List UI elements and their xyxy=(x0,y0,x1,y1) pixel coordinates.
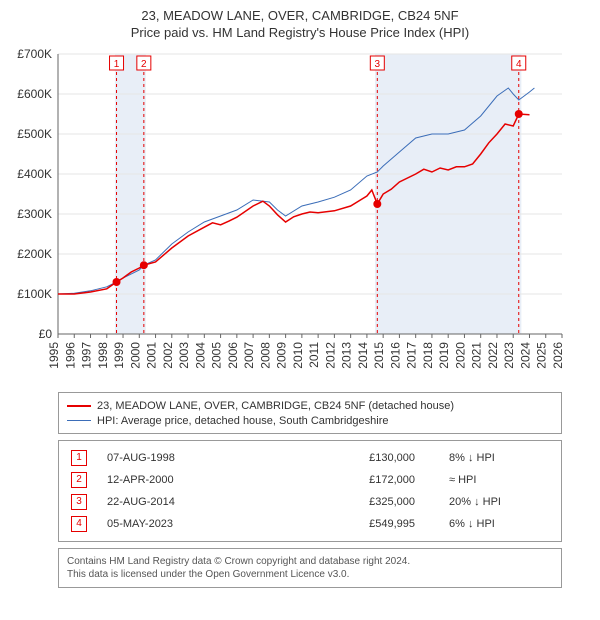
event-row: 3 22-AUG-2014£325,00020% ↓ HPI xyxy=(67,491,553,513)
x-tick-label: 2003 xyxy=(177,342,191,369)
y-tick-label: £500K xyxy=(17,127,52,141)
x-tick-label: 2025 xyxy=(535,342,549,369)
x-tick-label: 2010 xyxy=(291,342,305,369)
event-diff: 20% ↓ HPI xyxy=(419,491,553,513)
x-tick-label: 2006 xyxy=(226,342,240,369)
series-marker xyxy=(373,200,381,208)
event-marker-icon: 1 xyxy=(71,450,87,466)
x-tick-label: 1997 xyxy=(80,342,94,369)
x-tick-label: 2005 xyxy=(210,342,224,369)
x-tick-label: 2022 xyxy=(486,342,500,369)
y-tick-label: £700K xyxy=(17,47,52,61)
x-tick-label: 2002 xyxy=(161,342,175,369)
footer-line1: Contains HM Land Registry data © Crown c… xyxy=(67,555,553,568)
events-table: 1 07-AUG-1998£130,0008% ↓ HPI 2 12-APR-2000… xyxy=(67,447,553,535)
x-tick-label: 2000 xyxy=(128,342,142,369)
x-tick-label: 2014 xyxy=(356,342,370,369)
legend-row-hpi: HPI: Average price, detached house, Sout… xyxy=(67,413,553,428)
legend-swatch-blue xyxy=(67,420,91,421)
legend-label: HPI: Average price, detached house, Sout… xyxy=(97,415,388,427)
x-tick-label: 2026 xyxy=(551,342,565,369)
x-tick-label: 2004 xyxy=(193,342,207,369)
line-chart: £0 £100K £200K £300K £400K £500K £600K £700K 199… xyxy=(10,46,590,386)
event-date: 12-APR-2000 xyxy=(103,469,321,491)
chart-title-block: 23, MEADOW LANE, OVER, CAMBRIDGE, CB24 5… xyxy=(10,8,590,40)
x-tick-label: 2012 xyxy=(323,342,337,369)
event-date: 07-AUG-1998 xyxy=(103,447,321,469)
x-tick-label: 2015 xyxy=(372,342,386,369)
event-price: £549,995 xyxy=(321,513,419,535)
event-marker-label: 3 xyxy=(375,59,381,70)
event-diff: 6% ↓ HPI xyxy=(419,513,553,535)
x-tick-label: 1998 xyxy=(96,342,110,369)
event-row: 2 12-APR-2000£172,000≈ HPI xyxy=(67,469,553,491)
event-marker-icon: 4 xyxy=(71,516,87,532)
legend-label: 23, MEADOW LANE, OVER, CAMBRIDGE, CB24 5… xyxy=(97,400,454,412)
event-price: £325,000 xyxy=(321,491,419,513)
x-tick-label: 2013 xyxy=(340,342,354,369)
page: 23, MEADOW LANE, OVER, CAMBRIDGE, CB24 5… xyxy=(0,0,600,598)
x-tick-label: 1999 xyxy=(112,342,126,369)
x-tick-label: 2016 xyxy=(388,342,402,369)
y-tick-label: £300K xyxy=(17,207,52,221)
event-marker-icon: 3 xyxy=(71,494,87,510)
events-table-box: 1 07-AUG-1998£130,0008% ↓ HPI 2 12-APR-2000… xyxy=(58,440,562,542)
x-tick-label: 1995 xyxy=(47,342,61,369)
series-marker xyxy=(515,110,523,118)
event-date: 22-AUG-2014 xyxy=(103,491,321,513)
x-tick-label: 2008 xyxy=(258,342,272,369)
y-tick-label: £100K xyxy=(17,287,52,301)
highlight-band xyxy=(375,54,521,334)
x-tick-label: 2019 xyxy=(437,342,451,369)
x-tick-label: 2024 xyxy=(518,342,532,369)
x-tick-label: 2021 xyxy=(470,342,484,369)
y-tick-label: £600K xyxy=(17,87,52,101)
event-row: 1 07-AUG-1998£130,0008% ↓ HPI xyxy=(67,447,553,469)
x-tick-label: 2023 xyxy=(502,342,516,369)
x-tick-label: 2009 xyxy=(275,342,289,369)
y-tick-label: £0 xyxy=(39,327,53,341)
x-tick-label: 2018 xyxy=(421,342,435,369)
highlight-band xyxy=(115,54,146,334)
event-row: 4 05-MAY-2023£549,9956% ↓ HPI xyxy=(67,513,553,535)
footer-attribution: Contains HM Land Registry data © Crown c… xyxy=(58,548,562,588)
event-price: £130,000 xyxy=(321,447,419,469)
event-marker-label: 2 xyxy=(141,59,147,70)
event-marker-label: 1 xyxy=(114,59,120,70)
legend-swatch-red xyxy=(67,405,91,407)
legend: 23, MEADOW LANE, OVER, CAMBRIDGE, CB24 5… xyxy=(58,392,562,434)
x-tick-label: 2001 xyxy=(145,342,159,369)
x-tick-label: 2007 xyxy=(242,342,256,369)
event-date: 05-MAY-2023 xyxy=(103,513,321,535)
legend-row-property: 23, MEADOW LANE, OVER, CAMBRIDGE, CB24 5… xyxy=(67,398,553,413)
series-marker xyxy=(113,278,121,286)
event-marker-icon: 2 xyxy=(71,472,87,488)
chart-svg: £0 £100K £200K £300K £400K £500K £600K £700K 199… xyxy=(10,46,570,386)
event-price: £172,000 xyxy=(321,469,419,491)
x-tick-label: 2020 xyxy=(453,342,467,369)
footer-line2: This data is licensed under the Open Gov… xyxy=(67,568,553,581)
event-marker-label: 4 xyxy=(516,59,522,70)
chart-title: 23, MEADOW LANE, OVER, CAMBRIDGE, CB24 5… xyxy=(10,8,590,23)
chart-subtitle: Price paid vs. HM Land Registry's House … xyxy=(10,25,590,40)
event-diff: 8% ↓ HPI xyxy=(419,447,553,469)
x-tick-label: 2011 xyxy=(307,342,321,368)
x-tick-label: 2017 xyxy=(405,342,419,369)
x-tick-label: 1996 xyxy=(63,342,77,369)
y-tick-label: £400K xyxy=(17,167,52,181)
series-marker xyxy=(140,261,148,269)
event-diff: ≈ HPI xyxy=(419,469,553,491)
y-tick-label: £200K xyxy=(17,247,52,261)
